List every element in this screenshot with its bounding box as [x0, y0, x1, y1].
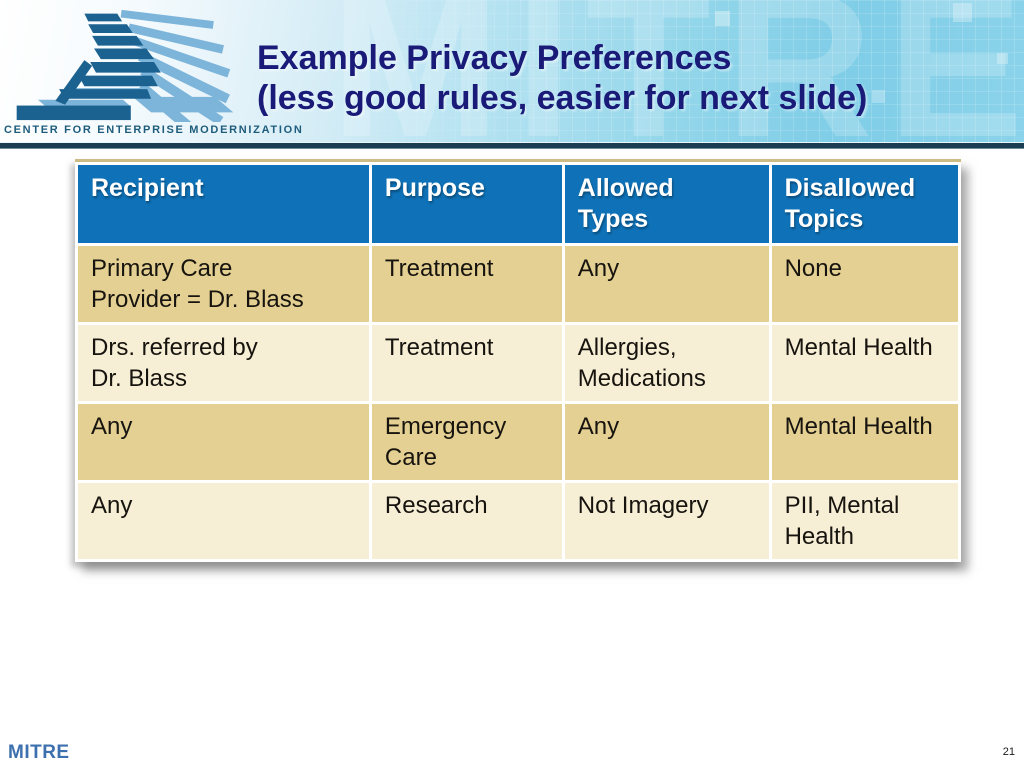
cell-allowed: Not Imagery [564, 483, 769, 559]
table-row: Any Research Not Imagery PII, Mental Hea… [78, 483, 958, 559]
page-number: 21 [1002, 746, 1015, 758]
cell-purpose: Treatment [371, 246, 562, 322]
cell-recipient: Any [78, 404, 369, 480]
cell-purpose: Treatment [371, 325, 562, 401]
cell-recipient: Any [78, 483, 369, 559]
table-row: Any Emergency Care Any Mental Health [78, 404, 958, 480]
mitre-logo: MITRE [8, 742, 70, 763]
cell-disallowed: None [771, 246, 958, 322]
slide-title-line2: (less good rules, easier for next slide) [257, 79, 868, 117]
cem-logo: CENTER FOR ENTERPRISE MODERNIZATION [0, 0, 302, 143]
cell-recipient: Primary Care Provider = Dr. Blass [78, 246, 369, 322]
slide-title-line1: Example Privacy Preferences [257, 39, 732, 77]
column-header-allowed: Allowed Types [564, 165, 769, 243]
cell-purpose: Research [371, 483, 562, 559]
table-header-row: Recipient Purpose Allowed Types Disallow… [78, 165, 958, 243]
privacy-preferences-table-wrap: Recipient Purpose Allowed Types Disallow… [75, 159, 961, 562]
privacy-preferences-table: Recipient Purpose Allowed Types Disallow… [75, 162, 961, 562]
cell-recipient: Drs. referred by Dr. Blass [78, 325, 369, 401]
mitre-watermark: MITRE [330, 0, 1024, 143]
column-header-disallowed: Disallowed Topics [771, 165, 958, 243]
cem-logo-caption: CENTER FOR ENTERPRISE MODERNIZATION [4, 124, 304, 136]
cell-purpose: Emergency Care [371, 404, 562, 480]
column-header-purpose: Purpose [371, 165, 562, 243]
cem-stairs-icon [16, 9, 234, 122]
cell-disallowed: Mental Health [771, 325, 958, 401]
cell-allowed: Allergies, Medications [564, 325, 769, 401]
table-row: Primary Care Provider = Dr. Blass Treatm… [78, 246, 958, 322]
slide-title: Example Privacy Preferences (less good r… [257, 38, 997, 118]
table-row: Drs. referred by Dr. Blass Treatment All… [78, 325, 958, 401]
header-separator-rule [0, 142, 1024, 150]
cell-allowed: Any [564, 404, 769, 480]
slide-header-banner: MITRE [0, 0, 1024, 143]
column-header-recipient: Recipient [78, 165, 369, 243]
cell-disallowed: Mental Health [771, 404, 958, 480]
cell-disallowed: PII, Mental Health [771, 483, 958, 559]
cell-allowed: Any [564, 246, 769, 322]
